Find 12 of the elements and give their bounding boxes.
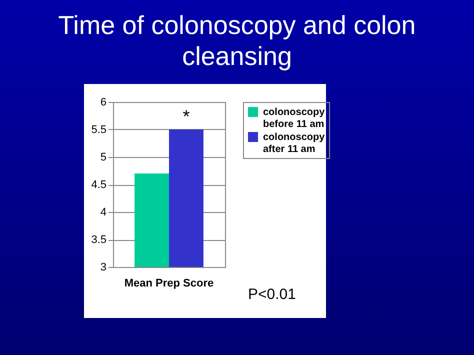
- y-tick-label: 5: [100, 152, 106, 164]
- y-tick-label: 4.5: [91, 179, 106, 191]
- chart-title: Time of colonoscopy and colon cleansing: [57, 10, 417, 72]
- legend-label: colonoscopy after 11 am: [263, 132, 326, 155]
- y-tick-label: 4: [100, 206, 106, 218]
- text: P<0.01: [248, 286, 296, 303]
- y-tick-label: 5.5: [91, 124, 106, 136]
- x-tick-label: Mean Prep Score: [124, 278, 214, 290]
- annotation: *: [182, 106, 190, 126]
- y-tick-label: 3: [100, 262, 106, 274]
- y-tick-label: 3.5: [91, 234, 106, 246]
- y-tick-label: 6: [100, 96, 106, 108]
